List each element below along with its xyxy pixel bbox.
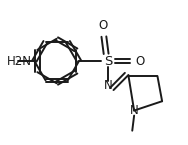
Text: O: O [135, 55, 144, 68]
Text: O: O [99, 19, 108, 32]
Text: N: N [130, 104, 139, 117]
Text: H2N: H2N [7, 55, 32, 68]
Text: S: S [104, 55, 112, 68]
Text: N: N [104, 79, 112, 92]
